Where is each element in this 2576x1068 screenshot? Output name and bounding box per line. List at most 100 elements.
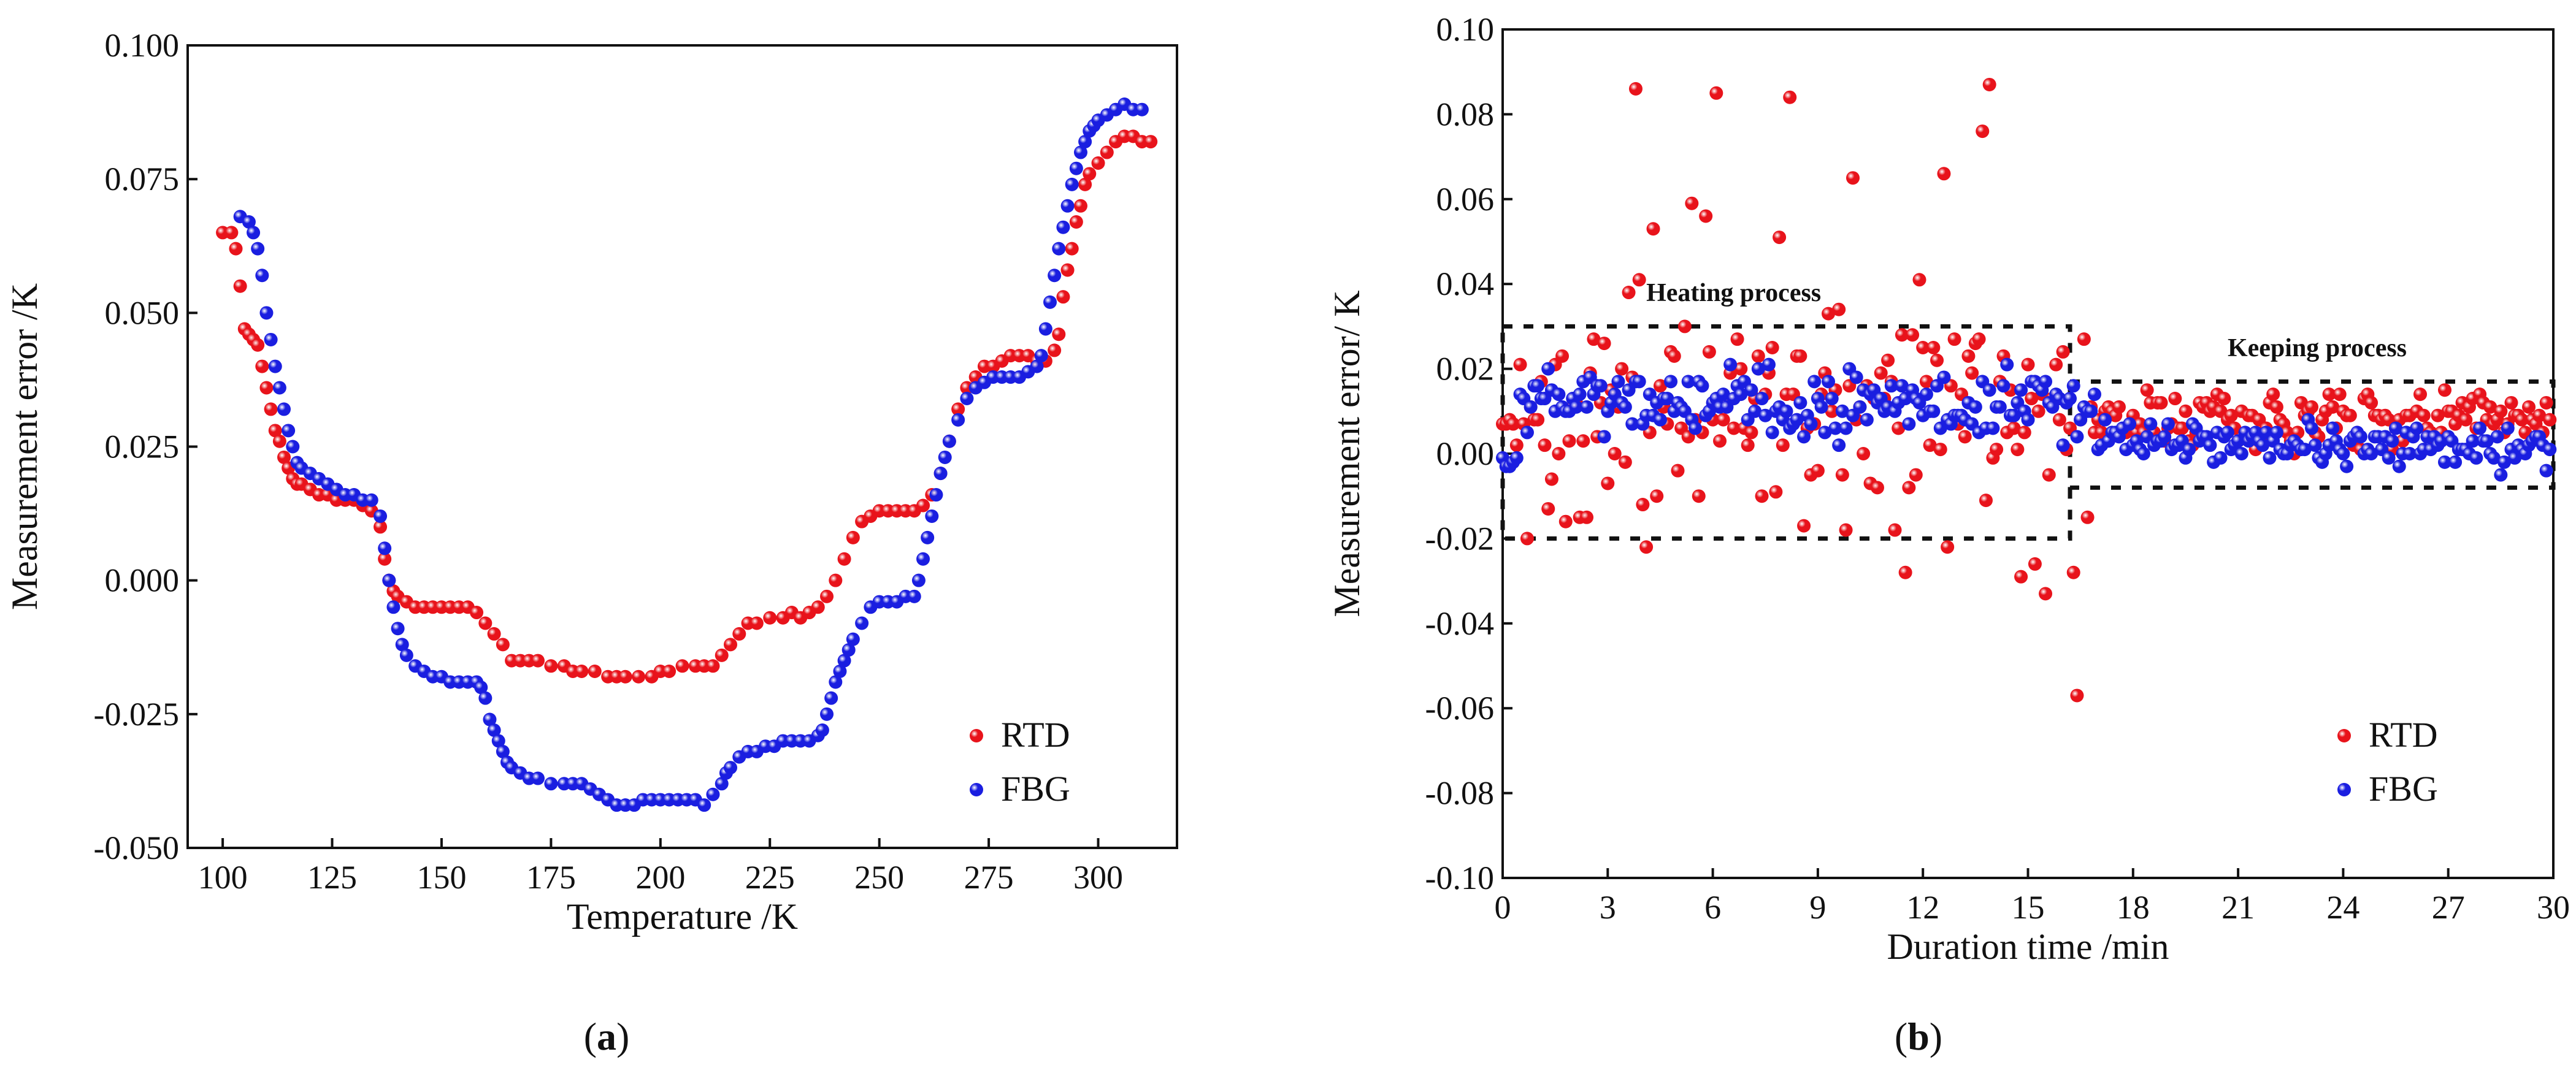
data-point (268, 424, 282, 438)
data-point (483, 712, 497, 727)
data-point (907, 589, 921, 603)
a-ytick-label: 0.100 (105, 27, 180, 64)
data-point (1986, 421, 2000, 435)
data-point (1531, 413, 1545, 427)
data-point (1653, 413, 1667, 427)
data-point (1822, 375, 1836, 389)
data-point (378, 541, 392, 555)
a-xtick-label: 225 (745, 859, 795, 896)
data-point (259, 306, 274, 320)
data-point (575, 665, 589, 679)
data-point (1702, 345, 1716, 359)
caption-a: (a) (584, 1015, 630, 1058)
data-point (2000, 357, 2014, 372)
data-point (1902, 417, 1916, 431)
data-point (1797, 430, 1811, 444)
data-point (2066, 379, 2080, 393)
a-xtick-label: 100 (198, 859, 248, 896)
data-point (1520, 425, 1534, 440)
data-point (1835, 404, 1849, 418)
data-point (1947, 332, 1961, 346)
data-point (1636, 498, 1650, 512)
data-point (2039, 375, 2053, 389)
data-point (251, 338, 265, 352)
data-point (386, 600, 401, 614)
data-point (1646, 222, 1660, 236)
data-point (1078, 177, 1092, 191)
data-point (1587, 332, 1601, 346)
data-point (1144, 135, 1158, 149)
data-point (1078, 135, 1092, 149)
data-point (2070, 688, 2084, 703)
data-point (2532, 408, 2547, 422)
data-point (2336, 447, 2350, 460)
data-point (1520, 532, 1534, 546)
data-point (1692, 489, 1706, 503)
data-point (706, 659, 720, 673)
data-point (1797, 519, 1811, 533)
data-point (282, 424, 296, 438)
data-point (2269, 425, 2283, 440)
data-point (2305, 421, 2319, 435)
data-point (1569, 400, 1583, 414)
b-ytick-label: -0.04 (1425, 605, 1494, 642)
data-point (1790, 413, 1804, 427)
data-point (2413, 387, 2428, 402)
data-point (1034, 349, 1048, 363)
data-point (2501, 421, 2515, 435)
data-point (491, 734, 505, 748)
data-point (2326, 421, 2340, 435)
data-point (2322, 387, 2336, 402)
data-point (829, 675, 843, 689)
data-point (811, 600, 825, 614)
data-point (1734, 362, 1748, 376)
data-point (1664, 375, 1678, 389)
data-point (1541, 362, 1555, 376)
data-point (1941, 540, 1955, 554)
data-point (2539, 463, 2553, 478)
data-point (2203, 438, 2217, 452)
data-point (1524, 400, 1538, 414)
data-point (1618, 400, 1632, 414)
data-point (2483, 400, 2497, 414)
data-point (2007, 421, 2021, 435)
data-point (1552, 387, 1566, 402)
data-point (544, 777, 558, 791)
data-point (2224, 408, 2238, 422)
data-point (1849, 370, 1863, 384)
b-ytick-label: 0.10 (1436, 11, 1495, 48)
data-point (2234, 447, 2248, 460)
a-xtick-label: 250 (854, 859, 904, 896)
data-point (1653, 379, 1667, 393)
data-point (1052, 242, 1066, 256)
a-xtick-label: 150 (416, 859, 466, 896)
data-point (395, 638, 409, 652)
data-point (2140, 383, 2154, 397)
data-point (2066, 565, 2080, 579)
data-point (2017, 425, 2031, 440)
data-point (1069, 215, 1083, 229)
data-point (2021, 357, 2035, 372)
data-point (2543, 413, 2557, 427)
data-point (833, 665, 847, 679)
data-point (925, 509, 939, 523)
data-point (1828, 421, 1842, 435)
data-point (2308, 438, 2322, 452)
data-point (1541, 502, 1555, 516)
data-point (1765, 425, 1779, 440)
data-point (474, 681, 488, 695)
data-point (1555, 349, 1570, 363)
data-point (364, 493, 378, 507)
data-point (1650, 489, 1664, 503)
data-point (2473, 421, 2487, 435)
data-point (2175, 421, 2189, 435)
data-point (715, 777, 729, 791)
data-point (496, 638, 510, 652)
data-point (960, 391, 974, 405)
a-ytick-label: 0.050 (105, 294, 180, 331)
b-ytick-label: 0.02 (1436, 351, 1495, 387)
data-point (2543, 443, 2557, 457)
data-point (916, 552, 930, 566)
b-xtick-label: 27 (2432, 889, 2465, 926)
data-point (1056, 290, 1070, 304)
